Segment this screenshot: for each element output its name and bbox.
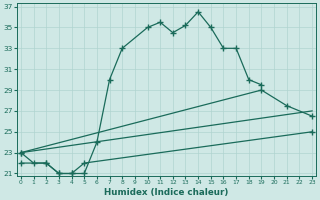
X-axis label: Humidex (Indice chaleur): Humidex (Indice chaleur) [104, 188, 229, 197]
